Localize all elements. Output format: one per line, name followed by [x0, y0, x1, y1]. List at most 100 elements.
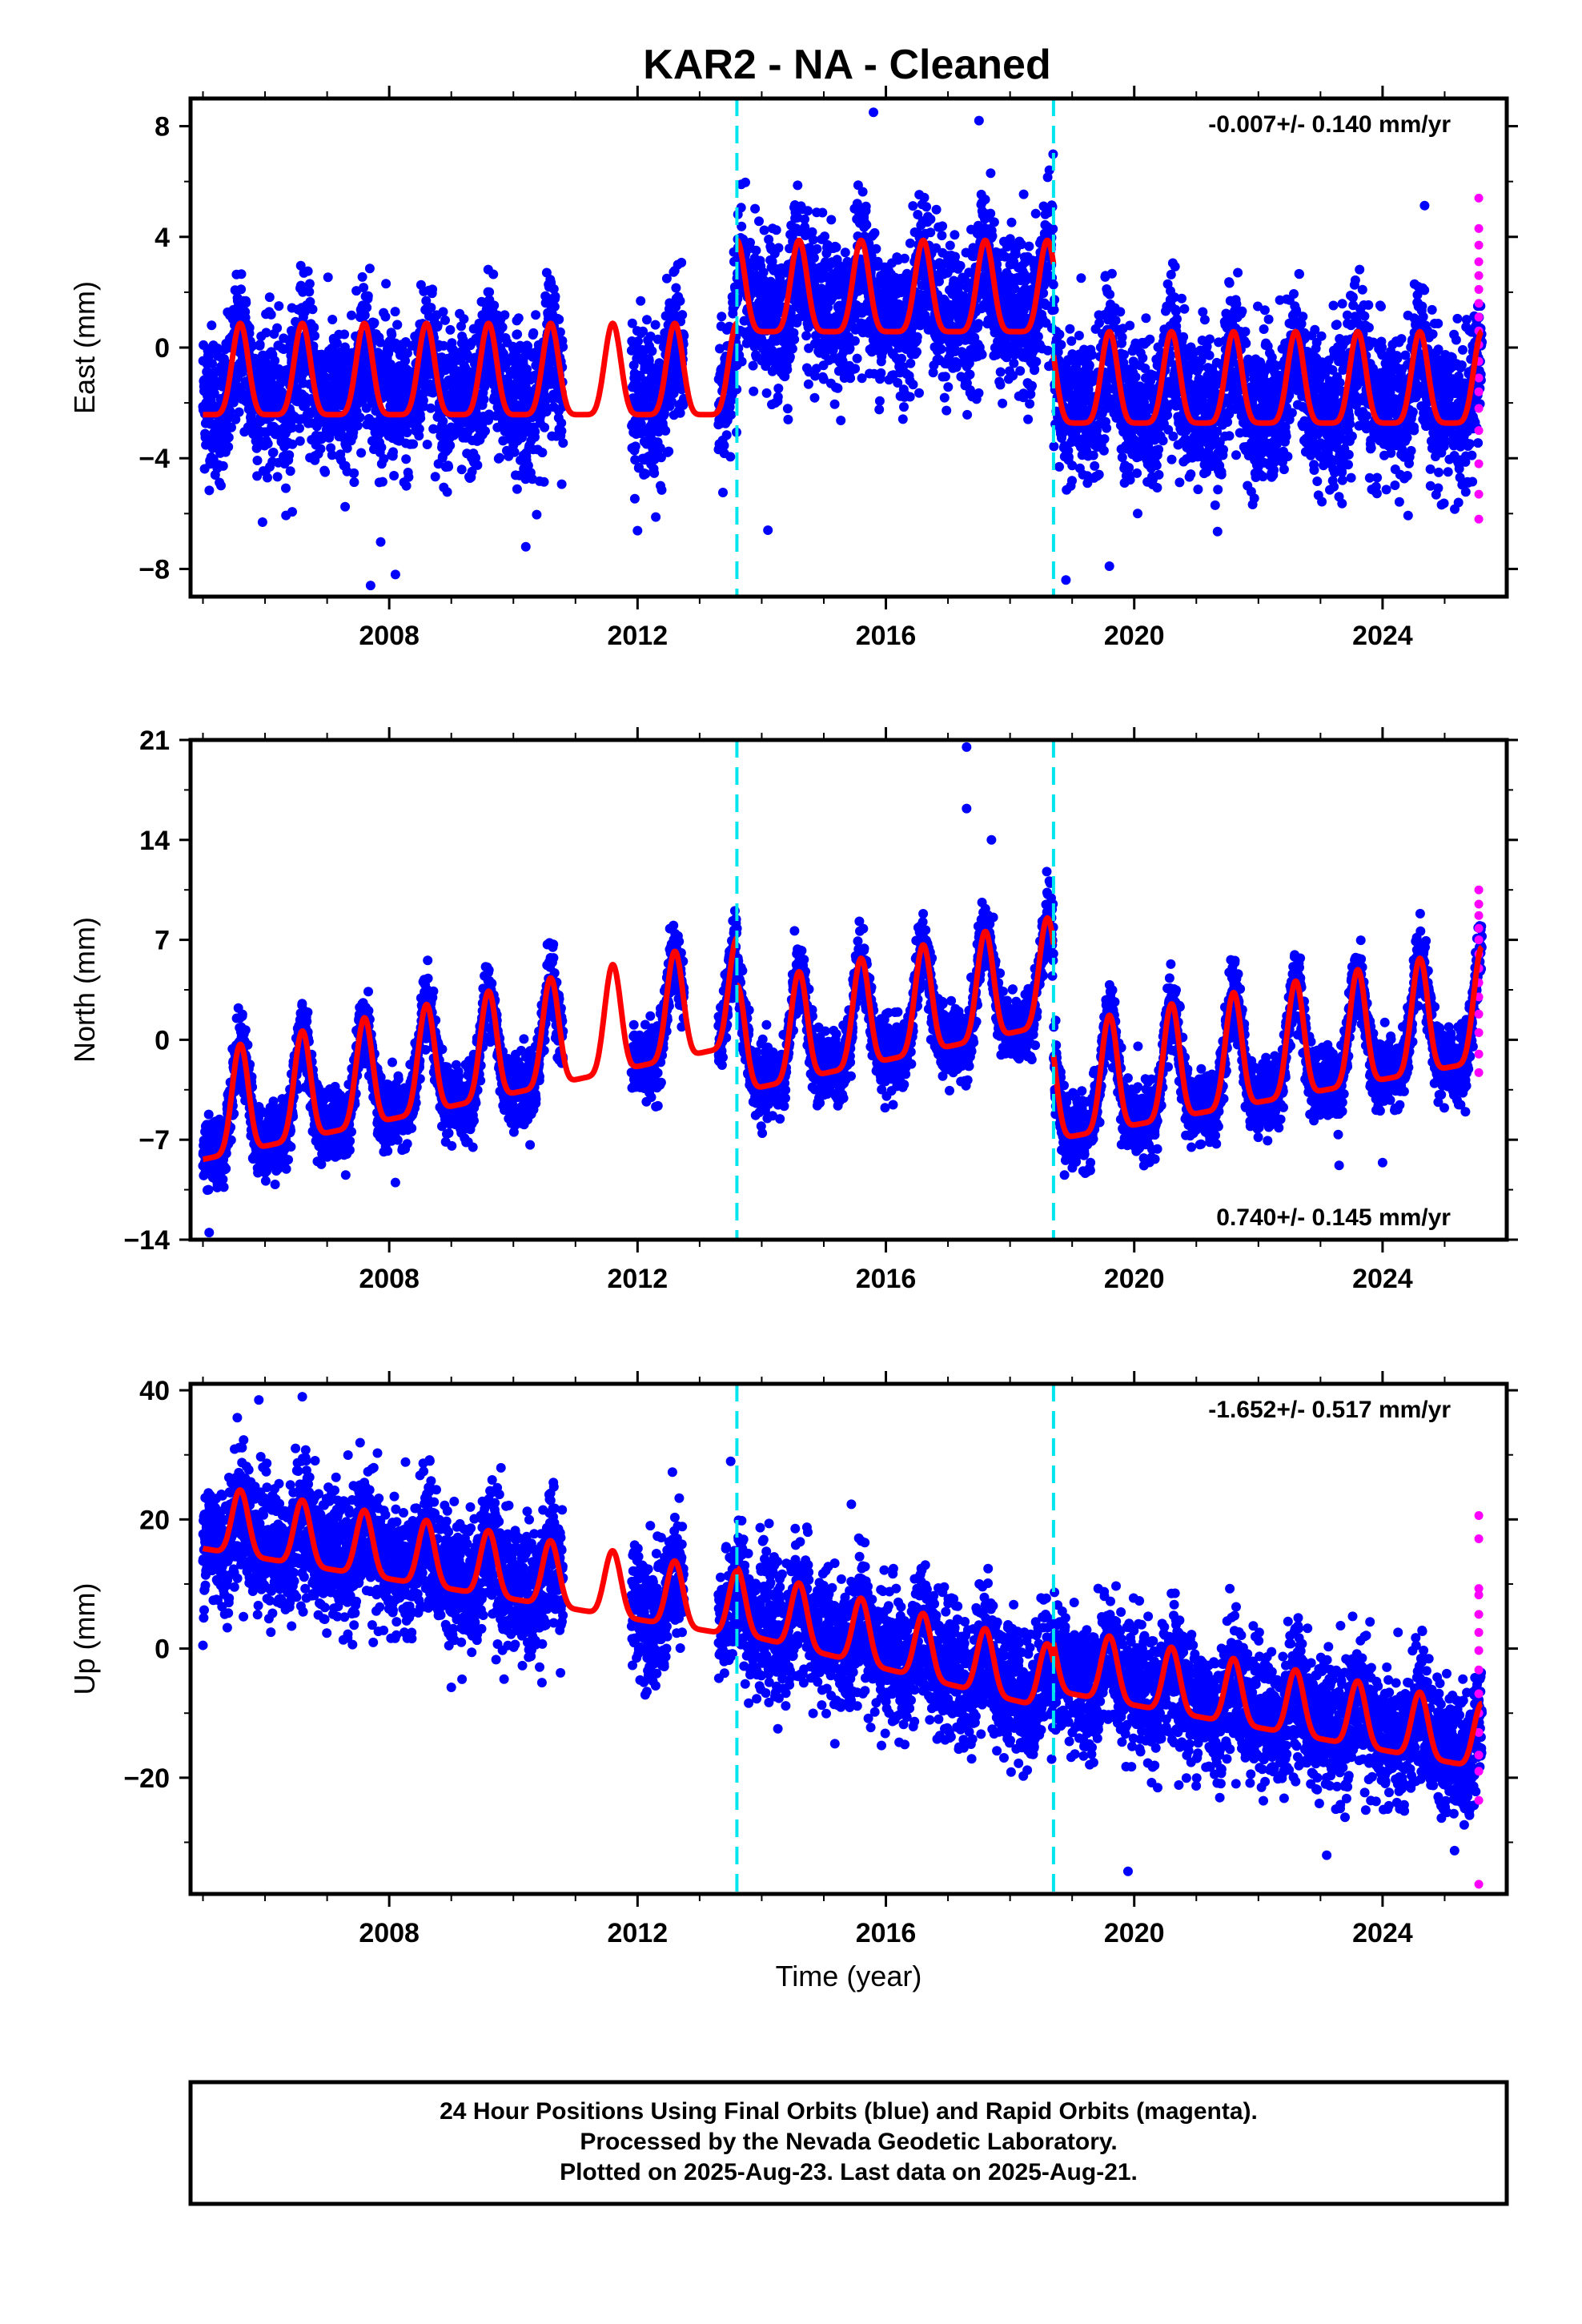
data-point — [268, 448, 279, 457]
final-orbit-points — [198, 107, 1487, 591]
data-point — [1088, 450, 1098, 460]
data-point — [644, 356, 654, 366]
data-point — [532, 509, 542, 520]
data-point — [761, 388, 772, 398]
data-point — [263, 439, 273, 448]
data-point — [1076, 273, 1086, 283]
data-point — [773, 243, 784, 253]
data-point — [1054, 329, 1065, 340]
data-point — [1030, 208, 1041, 219]
data-point — [939, 392, 950, 403]
data-point — [1009, 358, 1019, 368]
data-point — [649, 468, 660, 478]
data-point — [833, 383, 843, 393]
data-point — [512, 329, 523, 340]
data-point — [339, 329, 350, 340]
data-point — [1023, 414, 1034, 424]
data-point — [921, 202, 932, 212]
data-point — [1006, 217, 1017, 227]
data-point — [223, 432, 234, 443]
data-point — [356, 448, 367, 458]
data-point — [528, 328, 539, 338]
data-point — [310, 331, 320, 341]
data-point — [363, 291, 373, 301]
data-point — [1056, 340, 1066, 350]
data-point — [305, 296, 315, 307]
data-point — [1067, 476, 1077, 486]
data-point — [442, 487, 452, 497]
data-point — [725, 452, 736, 462]
data-point — [339, 342, 350, 352]
data-point — [375, 537, 386, 547]
data-point — [231, 414, 241, 424]
data-point — [980, 195, 990, 205]
data-point — [359, 283, 369, 293]
data-point — [974, 388, 984, 398]
data-point — [998, 398, 1008, 408]
data-point — [369, 318, 379, 328]
data-point — [376, 442, 387, 452]
data-point — [540, 422, 550, 432]
data-point — [207, 359, 217, 368]
data-point — [266, 309, 276, 320]
data-point — [364, 263, 375, 274]
data-point — [320, 467, 331, 477]
data-point — [726, 409, 737, 420]
data-point — [439, 340, 449, 351]
data-point — [950, 230, 960, 240]
data-point — [1133, 509, 1142, 519]
data-point — [1090, 460, 1100, 471]
data-point — [513, 313, 524, 324]
data-point — [495, 452, 504, 463]
data-point — [426, 303, 436, 313]
data-point — [1102, 423, 1112, 433]
data-point — [479, 394, 489, 404]
data-point — [401, 480, 412, 491]
data-point — [402, 428, 412, 438]
data-point — [531, 310, 541, 320]
data-point — [375, 337, 386, 348]
data-point — [497, 322, 508, 332]
data-point — [741, 177, 750, 187]
plot-area — [198, 99, 1487, 597]
data-point — [642, 315, 652, 325]
data-point — [721, 430, 732, 440]
data-point — [351, 286, 362, 296]
data-point — [647, 346, 657, 356]
data-point — [1066, 336, 1077, 346]
data-point — [1124, 463, 1134, 472]
data-point — [509, 447, 520, 457]
data-point — [1130, 372, 1141, 382]
data-point — [986, 168, 996, 179]
data-point — [750, 203, 761, 214]
data-point — [632, 525, 643, 536]
data-point — [236, 284, 247, 295]
data-point — [444, 461, 454, 472]
data-point — [845, 373, 856, 384]
data-point — [349, 477, 359, 488]
data-point — [270, 356, 280, 366]
data-point — [974, 319, 984, 329]
data-point — [402, 348, 412, 358]
data-point — [650, 320, 661, 330]
data-point — [931, 204, 942, 215]
data-point — [899, 253, 909, 263]
data-point — [905, 358, 916, 368]
data-point — [236, 269, 247, 279]
data-point — [257, 517, 267, 527]
data-point — [218, 460, 228, 471]
data-point — [327, 450, 337, 460]
data-point — [803, 379, 813, 389]
data-point — [861, 201, 871, 211]
data-point — [223, 442, 234, 452]
data-point — [759, 225, 769, 235]
data-point — [908, 380, 918, 390]
data-point — [783, 414, 793, 424]
data-point — [539, 476, 549, 487]
data-point — [831, 242, 841, 252]
data-point — [1015, 366, 1026, 376]
data-point — [989, 217, 999, 227]
data-point — [274, 301, 284, 312]
data-point — [1117, 332, 1127, 343]
data-point — [342, 443, 352, 453]
